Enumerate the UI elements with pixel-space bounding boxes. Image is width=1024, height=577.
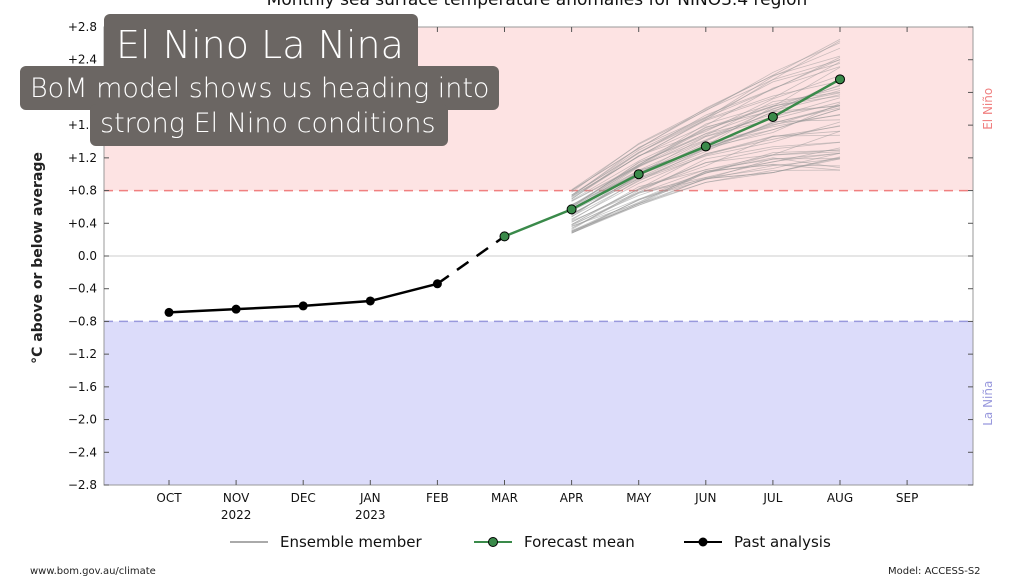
legend-past-swatch-dot (698, 537, 708, 547)
y-tick-label: −1.2 (68, 347, 97, 361)
x-tick-label: NOV (223, 491, 250, 505)
x-tick-label: JUN (694, 491, 716, 505)
ensemble-member-line (571, 42, 841, 191)
legend-forecast-swatch-dot (488, 537, 498, 547)
y-tick-label: −2.8 (68, 478, 97, 492)
ensemble-member-line (571, 66, 841, 201)
y-tick-label: +0.8 (68, 184, 97, 198)
ensemble-member-line (571, 163, 841, 233)
ensemble-member-line (571, 57, 841, 196)
x-year-label: 2022 (221, 508, 252, 522)
ensemble-member-line (571, 104, 841, 211)
x-tick-label: AUG (827, 491, 853, 505)
forecast-mean-point (767, 111, 778, 122)
region-band-la-nina (104, 321, 973, 485)
y-tick-label: −1.6 (68, 380, 97, 394)
x-tick-label: JAN (359, 491, 381, 505)
y-tick-label: +2.8 (68, 20, 97, 34)
legend-ensemble-label: Ensemble member (280, 533, 423, 551)
overlay-subtitle-line1: BoM model shows us heading into (20, 66, 500, 110)
ensemble-member-line (571, 84, 841, 202)
ensemble-member-line (571, 149, 841, 232)
ensemble-member-line (571, 169, 841, 234)
ensemble-member-line (571, 125, 841, 220)
x-tick-label: MAR (491, 491, 518, 505)
y-tick-label: +0.4 (68, 216, 97, 230)
x-tick-label: OCT (156, 491, 182, 505)
legend-past-label: Past analysis (734, 533, 831, 551)
ensemble-member-line (571, 134, 841, 215)
threshold-label-el-nino: El Niño (981, 88, 995, 130)
footer-source-url: www.bom.gov.au/climate (30, 566, 156, 577)
x-tick-label: SEP (896, 491, 918, 505)
overlay-subtitle-line2: strong El Nino conditions (90, 104, 448, 146)
ensemble-member-line (571, 130, 841, 223)
past-analysis-point (231, 304, 241, 314)
legend-forecast-label: Forecast mean (524, 533, 635, 551)
forecast-mean-point (835, 74, 845, 85)
ensemble-member-line (571, 95, 841, 207)
ensemble-member-line (571, 80, 841, 197)
footer-model-label: Model: ACCESS-S2 (888, 566, 981, 577)
ensemble-member-line (571, 141, 841, 222)
y-tick-label: −0.4 (68, 282, 97, 296)
x-year-label: 2023 (355, 508, 386, 522)
threshold-label-la-nina: La Niña (981, 381, 995, 426)
forecast-mean-point (700, 141, 711, 152)
y-tick-label: 0.0 (78, 249, 97, 263)
x-tick-label: FEB (426, 491, 449, 505)
past-analysis-point (365, 296, 375, 306)
y-tick-label: +1.2 (68, 151, 97, 165)
forecast-mean-point (499, 231, 510, 242)
y-tick-label: −2.0 (68, 413, 97, 427)
x-tick-label: JUL (762, 491, 782, 505)
y-tick-label: −0.8 (68, 314, 97, 328)
ensemble-member-line (571, 121, 841, 221)
ensemble-member-line (571, 152, 841, 229)
ensemble-member-line (571, 62, 841, 197)
ensemble-member-line (571, 105, 841, 205)
x-tick-label: DEC (291, 491, 316, 505)
past-analysis-point (164, 307, 174, 317)
x-tick-label: MAY (626, 491, 652, 505)
overlay-title: El Nino La Nina (104, 14, 418, 74)
past-analysis-point (432, 279, 442, 289)
x-tick-label: APR (560, 491, 584, 505)
forecast-mean-point (566, 204, 577, 215)
transition-dashed-line (436, 235, 506, 285)
y-tick-label: +1.6 (68, 118, 97, 132)
past-analysis-point (298, 301, 308, 311)
ensemble-member-line (571, 141, 841, 231)
chart-title: Monthly sea surface temperature anomalie… (267, 0, 808, 10)
forecast-mean-point (633, 169, 644, 180)
y-axis-label: °C above or below average (30, 152, 46, 364)
ensemble-member-line (571, 55, 841, 191)
forecast-mean-line (504, 78, 841, 238)
y-tick-label: +2.4 (68, 53, 97, 67)
ensemble-lines (571, 38, 841, 234)
y-tick-label: −2.4 (68, 445, 97, 459)
